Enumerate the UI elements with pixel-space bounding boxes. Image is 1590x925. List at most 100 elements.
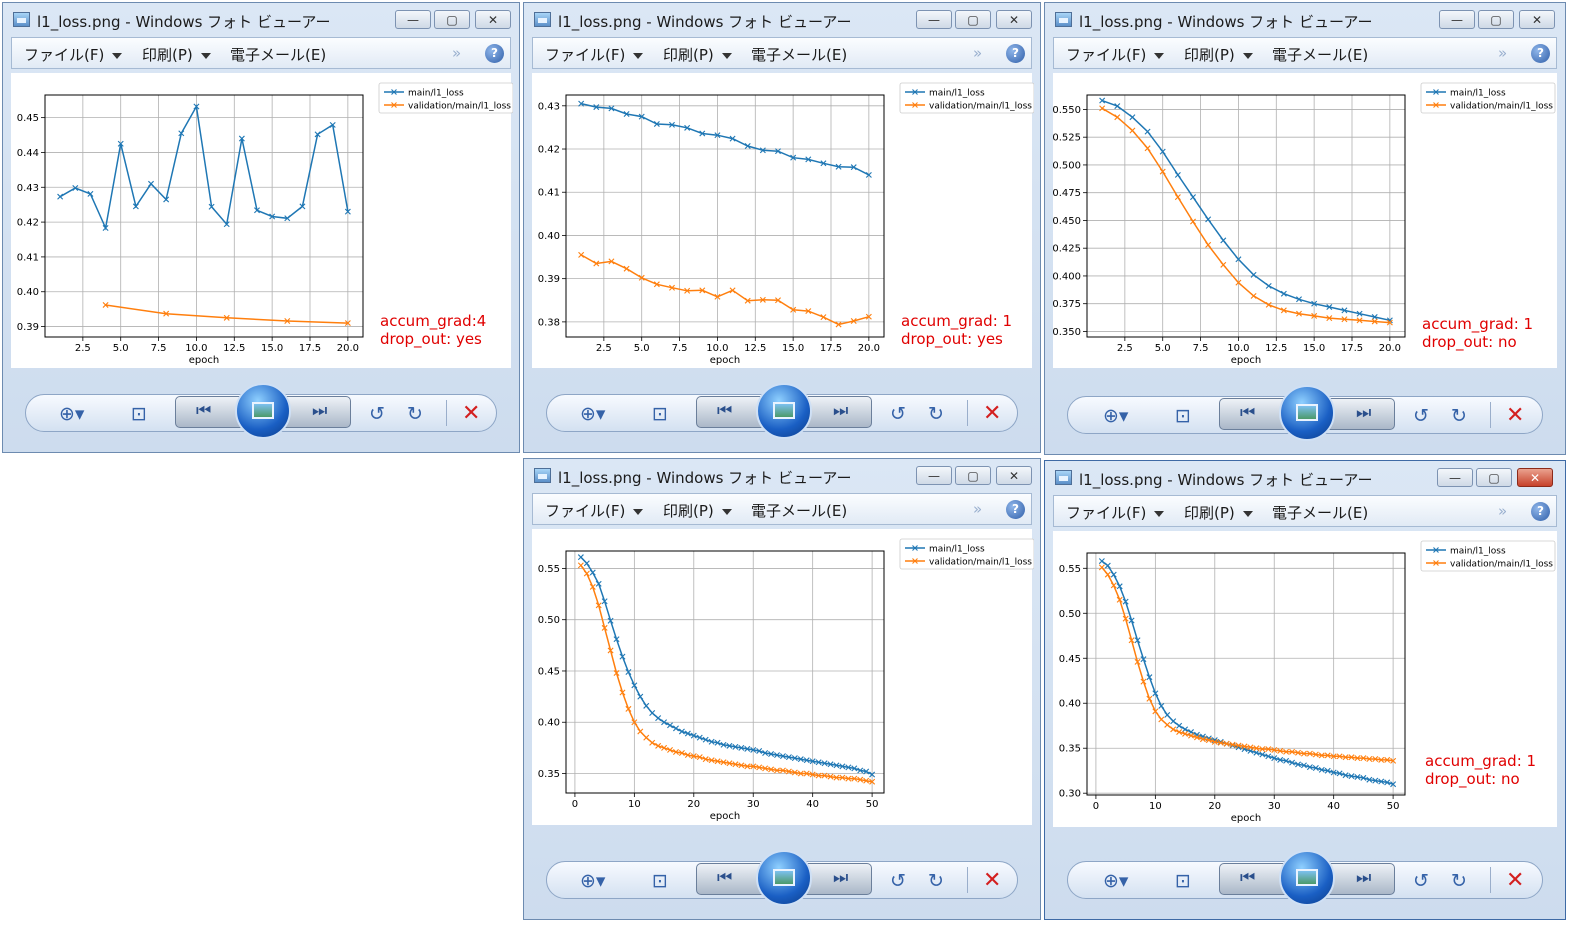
legend-label: validation/main/l1_loss (929, 558, 1032, 568)
more-commands-icon[interactable]: » (452, 44, 462, 62)
help-icon[interactable]: ? (1006, 44, 1025, 63)
data-point (696, 754, 703, 761)
fit-to-window-icon[interactable]: ⊡ (652, 870, 668, 892)
title-bar[interactable]: l1_loss.png - Windows フォト ビューアー — ▢ ✕ (524, 459, 1040, 493)
maximize-button[interactable]: ▢ (1478, 10, 1514, 29)
next-icon[interactable]: ⏭ (833, 401, 849, 421)
delete-icon[interactable]: ✕ (1506, 868, 1525, 893)
data-point (762, 750, 769, 756)
rotate-clockwise-icon[interactable]: ↻ (1451, 405, 1467, 427)
menu-email[interactable]: 電子メール(E) (1272, 46, 1369, 64)
close-button[interactable]: ✕ (1519, 10, 1555, 29)
maximize-button[interactable]: ▢ (955, 466, 991, 485)
menu-file[interactable]: ファイル(F) (1066, 44, 1165, 65)
maximize-button[interactable]: ▢ (434, 10, 470, 29)
more-commands-icon[interactable]: » (1498, 44, 1508, 62)
rotate-clockwise-icon[interactable]: ↻ (1451, 870, 1467, 892)
data-point (690, 732, 697, 739)
menu-email[interactable]: 電子メール(E) (230, 46, 327, 64)
next-icon[interactable]: ⏭ (312, 401, 328, 421)
close-button[interactable]: ✕ (1517, 468, 1553, 487)
rotate-clockwise-icon[interactable]: ↻ (928, 403, 944, 425)
slideshow-icon[interactable] (1279, 385, 1335, 441)
next-icon[interactable]: ⏭ (833, 868, 849, 888)
menu-file[interactable]: ファイル(F) (24, 44, 123, 65)
minimize-button[interactable]: — (395, 10, 431, 29)
minimize-button[interactable]: — (1437, 468, 1473, 487)
help-icon[interactable]: ? (485, 44, 504, 63)
menu-print[interactable]: 印刷(P) (663, 500, 732, 521)
rotate-clockwise-icon[interactable]: ↻ (407, 403, 423, 425)
title-bar[interactable]: l1_loss.png - Windows フォト ビューアー — ▢ ✕ (1045, 461, 1565, 495)
more-commands-icon[interactable]: » (973, 500, 983, 518)
previous-icon[interactable]: ⏮ (1240, 403, 1256, 423)
data-point (738, 762, 745, 769)
zoom-icon[interactable]: ⊕▾ (59, 403, 85, 425)
next-icon[interactable]: ⏭ (1356, 403, 1372, 423)
previous-icon[interactable]: ⏮ (196, 401, 212, 421)
delete-icon[interactable]: ✕ (983, 868, 1002, 893)
menu-print[interactable]: 印刷(P) (142, 44, 211, 65)
slideshow-icon[interactable] (756, 850, 812, 906)
title-bar[interactable]: l1_loss.png - Windows フォト ビューアー — ▢ ✕ (3, 3, 519, 37)
menu-email[interactable]: 電子メール(E) (751, 502, 848, 520)
fit-to-window-icon[interactable]: ⊡ (131, 403, 147, 425)
minimize-button[interactable]: — (1439, 10, 1475, 29)
marker-stroke (1259, 746, 1266, 753)
menu-print[interactable]: 印刷(P) (1184, 502, 1253, 523)
close-button[interactable]: ✕ (996, 10, 1032, 29)
minimize-button[interactable]: — (916, 10, 952, 29)
slideshow-icon[interactable] (756, 383, 812, 439)
menu-print[interactable]: 印刷(P) (663, 44, 732, 65)
marker-stroke (805, 156, 812, 163)
close-button[interactable]: ✕ (475, 10, 511, 29)
maximize-button[interactable]: ▢ (1476, 468, 1512, 487)
marker-stroke (1188, 732, 1195, 739)
chevron-down-icon (721, 508, 732, 515)
menu-email[interactable]: 電子メール(E) (1272, 504, 1369, 522)
fit-to-window-icon[interactable]: ⊡ (652, 403, 668, 425)
data-point (1324, 767, 1331, 774)
zoom-icon[interactable]: ⊕▾ (580, 870, 606, 892)
help-icon[interactable]: ? (1531, 502, 1550, 521)
marker-stroke (1300, 762, 1307, 769)
zoom-icon[interactable]: ⊕▾ (580, 403, 606, 425)
zoom-icon[interactable]: ⊕▾ (1103, 870, 1129, 892)
menu-file[interactable]: ファイル(F) (545, 44, 644, 65)
more-commands-icon[interactable]: » (1498, 502, 1508, 520)
title-bar[interactable]: l1_loss.png - Windows フォト ビューアー — ▢ ✕ (1045, 3, 1565, 37)
rotate-counterclockwise-icon[interactable]: ↺ (890, 403, 906, 425)
slideshow-icon[interactable] (235, 383, 291, 439)
previous-icon[interactable]: ⏮ (717, 868, 733, 888)
title-bar[interactable]: l1_loss.png - Windows フォト ビューアー — ▢ ✕ (524, 3, 1040, 37)
next-icon[interactable]: ⏭ (1356, 868, 1372, 888)
previous-icon[interactable]: ⏮ (717, 401, 733, 421)
menu-email[interactable]: 電子メール(E) (751, 46, 848, 64)
delete-icon[interactable]: ✕ (1506, 403, 1525, 428)
menu-file[interactable]: ファイル(F) (1066, 502, 1165, 523)
help-icon[interactable]: ? (1006, 500, 1025, 519)
fit-to-window-icon[interactable]: ⊡ (1175, 405, 1191, 427)
maximize-button[interactable]: ▢ (955, 10, 991, 29)
slideshow-icon[interactable] (1279, 850, 1335, 906)
chevron-down-icon (633, 52, 644, 59)
delete-icon[interactable]: ✕ (983, 401, 1002, 426)
menu-print[interactable]: 印刷(P) (1184, 44, 1253, 65)
rotate-counterclockwise-icon[interactable]: ↺ (1413, 405, 1429, 427)
rotate-counterclockwise-icon[interactable]: ↺ (369, 403, 385, 425)
marker-stroke (1199, 736, 1206, 743)
rotate-counterclockwise-icon[interactable]: ↺ (890, 870, 906, 892)
data-point (57, 193, 64, 200)
delete-icon[interactable]: ✕ (462, 401, 481, 426)
fit-to-window-icon[interactable]: ⊡ (1175, 870, 1191, 892)
rotate-clockwise-icon[interactable]: ↻ (928, 870, 944, 892)
previous-icon[interactable]: ⏮ (1240, 868, 1256, 888)
minimize-button[interactable]: — (916, 466, 952, 485)
legend-label: main/l1_loss (929, 89, 985, 99)
rotate-counterclockwise-icon[interactable]: ↺ (1413, 870, 1429, 892)
zoom-icon[interactable]: ⊕▾ (1103, 405, 1129, 427)
close-button[interactable]: ✕ (996, 466, 1032, 485)
more-commands-icon[interactable]: » (973, 44, 983, 62)
help-icon[interactable]: ? (1531, 44, 1550, 63)
menu-file[interactable]: ファイル(F) (545, 500, 644, 521)
